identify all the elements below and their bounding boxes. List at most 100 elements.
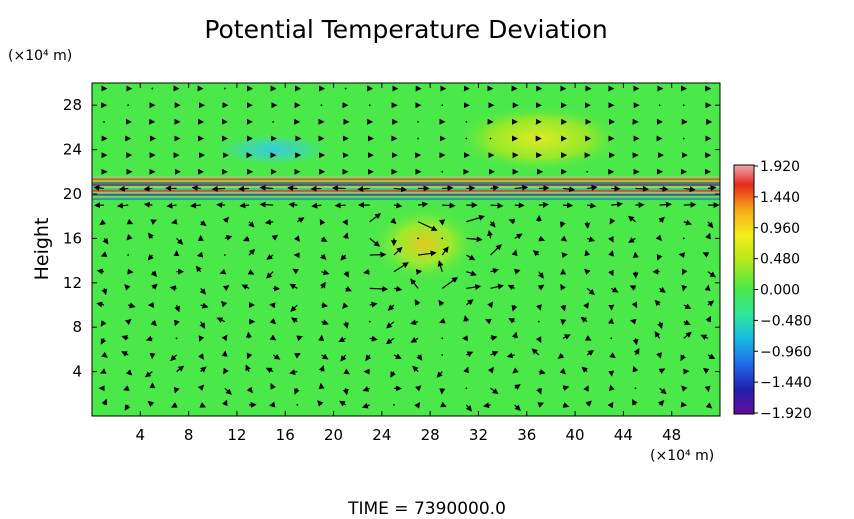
vector-arrow: [560, 304, 567, 312]
vector-arrow: [586, 287, 596, 296]
vector-arrow: [222, 399, 228, 407]
vector-arrow: [538, 201, 549, 208]
vector-arrow: [584, 335, 592, 341]
vector-arrow: [537, 402, 545, 408]
vector-arrow: [289, 369, 298, 376]
vector-arrow: [658, 216, 665, 223]
vector-arrow: [369, 251, 387, 258]
y-tick-label: 20: [63, 185, 82, 203]
vector-arrow: [369, 237, 381, 247]
vector-arrow: [145, 335, 153, 342]
vector-arrow: [627, 215, 636, 223]
vector-arrow: [124, 284, 131, 291]
blue-anomaly: [212, 132, 334, 167]
vector-arrow: [538, 235, 546, 242]
x-tick-label: 8: [184, 426, 194, 444]
x-tick-label: 20: [324, 426, 343, 444]
vector-arrow: [489, 221, 496, 228]
x-tick-label: 12: [227, 426, 246, 444]
vector-arrow: [681, 385, 688, 392]
vector-arrow: [659, 201, 672, 208]
vector-arrow: [463, 315, 470, 322]
vector-arrow: [291, 317, 298, 324]
x-tick-label: 44: [614, 426, 633, 444]
vector-arrow: [700, 334, 709, 341]
vector-arrow: [490, 283, 504, 290]
vector-arrow: [271, 234, 279, 241]
vector-arrow: [126, 218, 134, 225]
band-stripe: [92, 193, 720, 197]
x-tick-label: 24: [372, 426, 391, 444]
vector-arrow: [439, 317, 446, 324]
vector-arrow: [321, 353, 329, 360]
vector-arrow: [321, 302, 328, 309]
vector-arrow: [294, 388, 300, 395]
vector-arrow: [465, 404, 472, 412]
vector-arrow: [296, 217, 305, 224]
vector-arrow: [198, 353, 204, 360]
vector-arrow: [410, 319, 419, 326]
vector-arrow: [200, 302, 209, 309]
vector-dot: [465, 120, 468, 123]
vector-arrow: [121, 351, 129, 357]
vector-dot: [610, 337, 613, 340]
colorbar-tick-label: 0.000: [760, 283, 800, 299]
vector-arrow: [171, 402, 178, 408]
y-tick-label: 4: [72, 363, 82, 381]
vector-arrow: [490, 387, 499, 395]
vector-arrow: [369, 335, 378, 342]
vector-arrow: [512, 367, 519, 374]
vector-arrow: [147, 254, 154, 261]
vector-arrow: [369, 301, 378, 308]
vector-arrow: [628, 237, 636, 243]
vector-arrow: [559, 368, 566, 375]
vector-arrow: [514, 184, 529, 191]
vector-arrow: [584, 249, 591, 257]
vector-arrow: [707, 221, 714, 229]
vector-arrow: [369, 213, 382, 223]
vector-arrow: [369, 285, 389, 292]
vector-arrow: [318, 382, 325, 390]
vector-arrow: [538, 185, 550, 192]
vector-dot: [127, 104, 130, 107]
vector-arrow: [490, 185, 500, 192]
vector-arrow: [611, 201, 623, 208]
vector-arrow: [321, 269, 330, 276]
vector-arrow: [150, 219, 157, 225]
vector-arrow: [393, 246, 403, 256]
vector-arrow: [704, 385, 711, 393]
vector-arrow: [655, 234, 663, 241]
vector-arrow: [466, 270, 477, 277]
vector-arrow: [466, 236, 483, 243]
vector-arrow: [387, 304, 395, 311]
vector-arrow: [245, 364, 251, 372]
vector-arrow: [466, 299, 474, 306]
feature-layer: [92, 105, 720, 283]
band-stripe: [92, 182, 720, 185]
vector-arrow: [318, 365, 325, 372]
vector-dot: [465, 387, 468, 390]
vector-arrow: [245, 331, 252, 339]
vector-arrow: [631, 301, 638, 309]
vector-arrow: [191, 185, 201, 192]
vector-arrow: [416, 354, 423, 361]
vector-arrow: [118, 185, 129, 192]
vector-arrow: [143, 185, 153, 192]
vector-arrow: [311, 202, 322, 209]
band-stripe: [92, 176, 720, 179]
vector-arrow: [100, 338, 107, 345]
vector-arrow: [290, 304, 298, 312]
vector-arrow: [681, 268, 688, 276]
vector-arrow: [102, 237, 109, 245]
colorbar-tick-label: 1.920: [760, 159, 800, 175]
vector-arrow: [658, 400, 665, 407]
vector-arrow: [342, 388, 349, 396]
vector-arrow: [707, 353, 716, 359]
vector-dot: [175, 337, 178, 340]
vector-dot: [368, 104, 371, 107]
vector-arrow: [365, 354, 372, 362]
y-tick-label: 16: [63, 229, 82, 247]
vector-dot: [441, 354, 444, 356]
vector-arrow: [611, 286, 619, 293]
vector-arrow: [270, 383, 276, 390]
